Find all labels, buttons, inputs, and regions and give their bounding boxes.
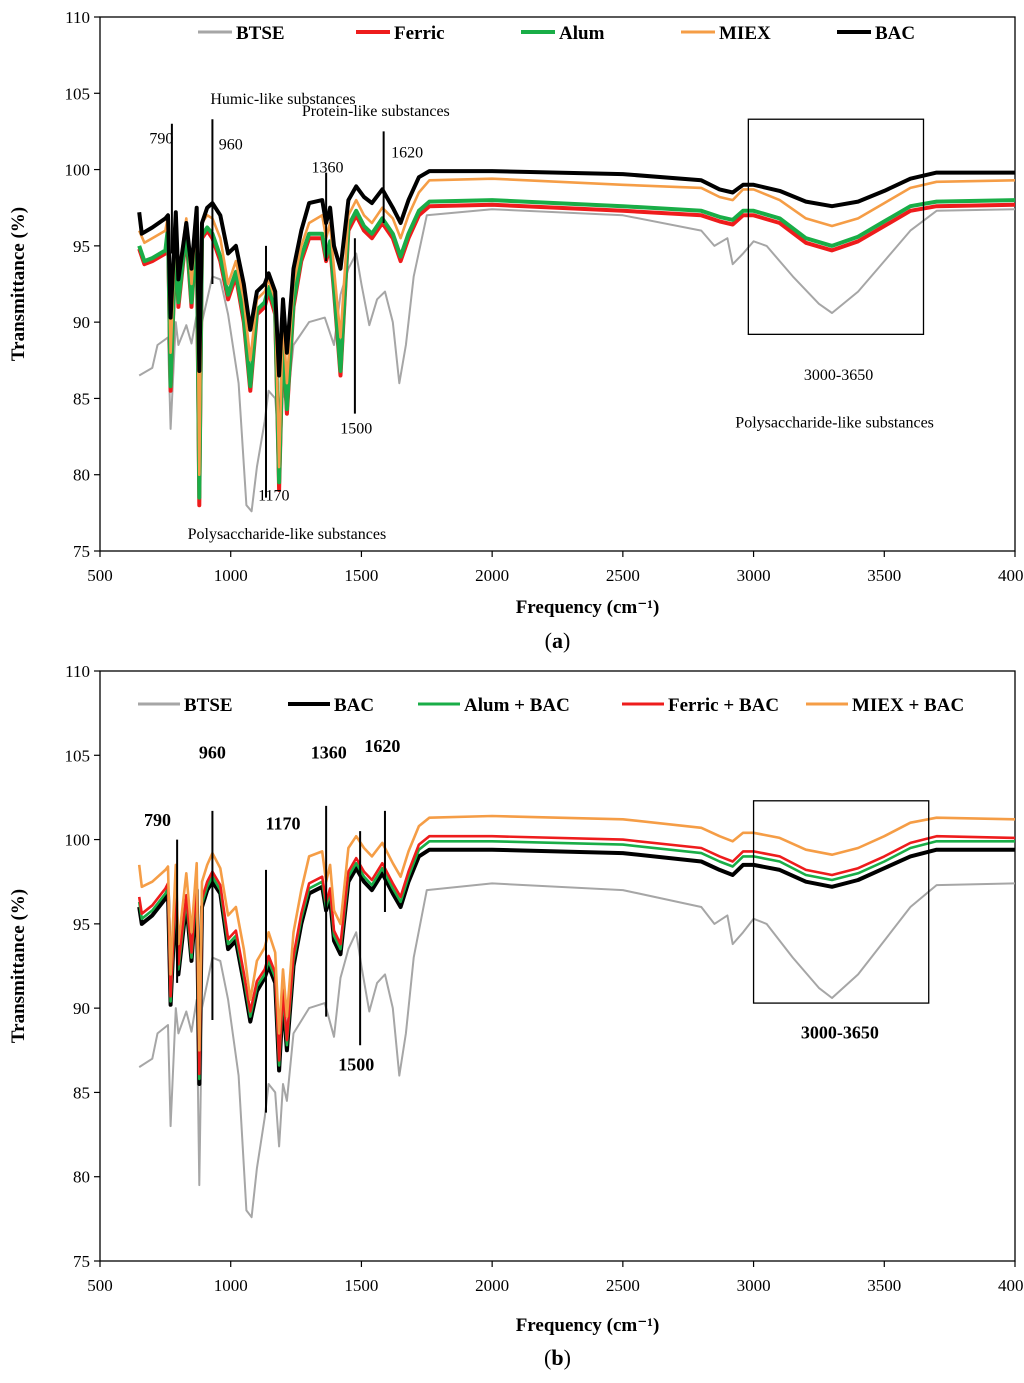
y-tick-label: 85 — [73, 1083, 90, 1102]
annotation-label: 790 — [149, 131, 173, 148]
legend-label: Alum + BAC — [464, 695, 570, 716]
legend-label: BTSE — [184, 695, 233, 716]
annotation-label: 790 — [144, 810, 171, 830]
panel-paren: ) — [563, 628, 570, 653]
x-axis-title: Frequency (cm⁻¹) — [516, 597, 660, 618]
y-axis-title: Transmittance (%) — [8, 207, 29, 361]
region-box — [752, 800, 930, 1004]
annotation-label: 3000-3650 — [801, 1022, 879, 1042]
series-line-btse — [138, 882, 1015, 1219]
annotation-label: Polysaccharide-like substances — [735, 414, 934, 431]
panel-letter: b — [551, 1345, 563, 1370]
x-tick-label: 1500 — [344, 1276, 378, 1295]
panel-label: (a) — [545, 628, 571, 653]
y-tick-label: 90 — [73, 313, 90, 332]
panel-label: (b) — [544, 1345, 571, 1370]
panel-letter: a — [552, 628, 563, 653]
series-line-alum — [137, 198, 1015, 500]
x-tick-label: 3500 — [867, 1276, 901, 1295]
x-tick-label: 3000 — [737, 566, 771, 585]
annotation-label: 1500 — [340, 421, 372, 438]
x-tick-label: 3000 — [737, 1276, 771, 1295]
annotation-label: 1170 — [258, 488, 289, 505]
y-tick-label: 105 — [65, 746, 91, 765]
annotation-label: Protein-like substances — [302, 103, 450, 120]
annotation-label: Humic-like substances — [210, 91, 355, 108]
x-tick-label: 500 — [87, 566, 113, 585]
series-line-bac — [137, 169, 1015, 378]
legend-label: BTSE — [236, 23, 285, 44]
panel-paren: ( — [544, 1345, 551, 1370]
series-line-ferric — [137, 202, 1015, 508]
series-group — [137, 814, 1015, 1219]
x-tick-label: 2500 — [606, 566, 640, 585]
series-line-ferric-bac — [137, 834, 1015, 1076]
y-tick-label: 95 — [73, 915, 90, 934]
x-tick-label: 2000 — [475, 1276, 509, 1295]
x-tick-label: 1000 — [214, 566, 248, 585]
legend-label: BAC — [334, 695, 374, 716]
x-tick-label: 1000 — [214, 1276, 248, 1295]
x-axis-title: Frequency (cm⁻¹) — [516, 1315, 660, 1336]
annotation-label: 1620 — [391, 144, 423, 161]
legend: BTSE BAC Alum + BAC Ferric + BAC MIEX + BAC — [138, 695, 964, 716]
panel-paren: ( — [545, 628, 552, 653]
x-tick-label: 4000 — [998, 1276, 1024, 1295]
x-tick-label: 4000 — [998, 566, 1024, 585]
x-tick-label: 500 — [87, 1276, 113, 1295]
x-tick-label: 2500 — [606, 1276, 640, 1295]
legend: BTSE Ferric Alum MIEX BAC — [198, 23, 915, 44]
y-tick-label: 80 — [73, 1168, 90, 1187]
region-box — [747, 118, 925, 335]
y-tick-label: 100 — [65, 831, 91, 850]
annotation-label: 3000-3650 — [804, 367, 873, 384]
chart-panel-b: 75 80 85 90 95 100 105 110 500 1000 1500 2000 2500 30… — [8, 662, 1024, 1370]
legend-label: BAC — [875, 23, 915, 44]
y-tick-label: 105 — [65, 84, 91, 103]
annotation-label: 1360 — [311, 160, 343, 177]
annotation-label: Polysaccharide-like substances — [188, 526, 387, 543]
y-tick-label: 100 — [65, 161, 91, 180]
panel-paren: ) — [564, 1345, 571, 1370]
y-tick-label: 110 — [65, 662, 90, 681]
annotation-label: 1500 — [338, 1055, 374, 1075]
annotation-label: 1360 — [311, 743, 347, 763]
y-tick-label: 75 — [73, 1252, 90, 1271]
y-tick-label: 90 — [73, 999, 90, 1018]
series-group — [137, 169, 1015, 513]
y-tick-label: 85 — [73, 389, 90, 408]
plot-frame — [99, 16, 1016, 552]
y-tick-label: 80 — [73, 466, 90, 485]
x-tick-label: 1500 — [344, 566, 378, 585]
series-line-miex-bac — [137, 814, 1015, 1052]
y-tick-label: 95 — [73, 237, 90, 256]
legend-label: Ferric — [394, 23, 445, 44]
annotation-label: 1170 — [265, 813, 300, 833]
y-axis-title: Transmittance (%) — [8, 889, 29, 1043]
y-tick-label: 110 — [65, 8, 90, 27]
legend-label: Alum — [559, 23, 605, 44]
y-tick-label: 75 — [73, 542, 90, 561]
legend-label: MIEX + BAC — [852, 695, 964, 716]
x-tick-label: 2000 — [475, 566, 509, 585]
annotation-label: 1620 — [364, 736, 400, 756]
chart-panel-a: 75 80 85 90 95 100 105 110 500 1000 1500 2000 2500 30… — [8, 8, 1024, 653]
x-tick-label: 3500 — [867, 566, 901, 585]
annotation-label: 960 — [219, 137, 243, 154]
annotation-label: 960 — [199, 743, 226, 763]
series-line-btse — [138, 208, 1015, 513]
legend-label: MIEX — [719, 23, 771, 44]
plot-frame — [99, 670, 1016, 1262]
legend-label: Ferric + BAC — [668, 695, 779, 716]
